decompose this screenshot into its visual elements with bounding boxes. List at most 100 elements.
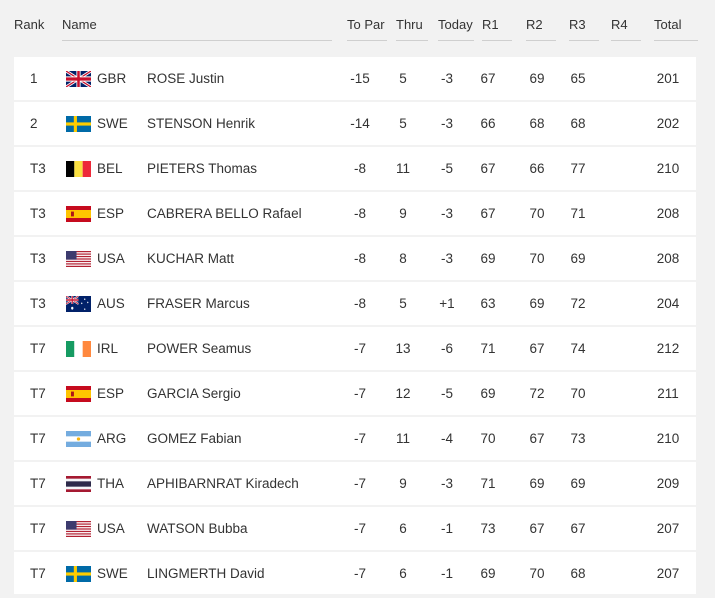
- player-name-cell[interactable]: KUCHAR Matt: [147, 251, 235, 266]
- today-cell: +1: [439, 296, 455, 311]
- thru-cell: 5: [399, 296, 407, 311]
- rank-cell: T7: [30, 476, 46, 491]
- header-rank[interactable]: Rank: [14, 17, 45, 32]
- r3-cell: 68: [570, 566, 586, 581]
- table-row[interactable]: T7 USA WATSON Bubba -7 6 -1 73 67 67 207: [14, 507, 696, 550]
- r3-cell: 70: [570, 386, 586, 401]
- r2-cell: 69: [529, 476, 545, 491]
- table-row[interactable]: T3 USA KUCHAR Matt -8 8 -3 69 70 69 208: [14, 237, 696, 280]
- country-code-cell: SWE: [97, 116, 128, 131]
- aus-flag-icon: [65, 295, 91, 312]
- r2-cell: 70: [529, 206, 545, 221]
- header-underline-r3: [569, 40, 599, 41]
- header-underline-total: [654, 40, 698, 41]
- table-row[interactable]: 2 SWE STENSON Henrik -14 5 -3 66 68 68 202: [14, 102, 696, 145]
- header-underline-r1: [482, 40, 512, 41]
- player-name-cell[interactable]: CABRERA BELLO Rafael: [147, 206, 302, 221]
- table-row[interactable]: T7 ARG GOMEZ Fabian -7 11 -4 70 67 73 210: [14, 417, 696, 460]
- today-cell: -1: [440, 566, 453, 581]
- player-name-cell[interactable]: GOMEZ Fabian: [147, 431, 242, 446]
- arg-flag-icon: [66, 431, 91, 447]
- header-underline-r2: [526, 40, 556, 41]
- country-code-cell: THA: [97, 476, 124, 491]
- country-code-cell: GBR: [97, 71, 127, 86]
- header-r1[interactable]: R1: [482, 17, 499, 32]
- r3-cell: 67: [570, 521, 586, 536]
- player-name-cell[interactable]: APHIBARNRAT Kiradech: [147, 476, 299, 491]
- r2-cell: 68: [529, 116, 545, 131]
- r2-cell: 69: [529, 296, 545, 311]
- r3-cell: 72: [570, 296, 586, 311]
- table-row[interactable]: 1 GBR ROSE Justin -15 5 -3 67 69 65 201: [14, 57, 696, 100]
- r2-cell: 69: [529, 71, 545, 86]
- header-r3[interactable]: R3: [569, 17, 586, 32]
- to-par-cell: -15: [350, 71, 370, 86]
- table-row[interactable]: T7 ESP GARCIA Sergio -7 12 -5 69 72 70 211: [14, 372, 696, 415]
- swe-flag-icon: [66, 566, 91, 582]
- player-name-cell[interactable]: LINGMERTH David: [147, 566, 265, 581]
- header-underline-thru: [396, 40, 428, 41]
- to-par-cell: -7: [353, 341, 366, 356]
- header-to-par[interactable]: To Par: [347, 17, 385, 32]
- rank-cell: T7: [30, 521, 46, 536]
- header-total[interactable]: Total: [654, 17, 682, 32]
- country-code-cell: ESP: [97, 206, 125, 221]
- to-par-cell: -8: [353, 206, 366, 221]
- r3-cell: 68: [570, 116, 586, 131]
- total-cell: 204: [656, 296, 680, 311]
- rank-cell: T7: [30, 386, 46, 401]
- table-row[interactable]: T7 THA APHIBARNRAT Kiradech -7 9 -3 71 69 69 209: [14, 462, 696, 505]
- thru-cell: 6: [399, 566, 407, 581]
- country-code-cell: AUS: [97, 296, 125, 311]
- table-row[interactable]: T3 AUS FRASER Marcus -8 5 +1 63 69 72 204: [14, 282, 696, 325]
- r2-cell: 66: [529, 161, 545, 176]
- thru-cell: 12: [395, 386, 411, 401]
- total-cell: 202: [656, 116, 680, 131]
- today-cell: -6: [440, 341, 453, 356]
- total-cell: 210: [656, 161, 680, 176]
- table-row[interactable]: T7 IRL POWER Seamus -7 13 -6 71 67 74 212: [14, 327, 696, 370]
- table-row[interactable]: T7 SWE LINGMERTH David -7 6 -1 69 70 68 207: [14, 552, 696, 594]
- r3-cell: 74: [570, 341, 586, 356]
- country-code-cell: SWE: [97, 566, 128, 581]
- to-par-cell: -7: [353, 476, 366, 491]
- table-row[interactable]: T3 ESP CABRERA BELLO Rafael -8 9 -3 67 70 71 208: [14, 192, 696, 235]
- header-r2[interactable]: R2: [526, 17, 543, 32]
- header-thru[interactable]: Thru: [396, 17, 423, 32]
- player-name-cell[interactable]: FRASER Marcus: [147, 296, 250, 311]
- player-name-cell[interactable]: PIETERS Thomas: [147, 161, 258, 176]
- country-code-cell: USA: [97, 251, 125, 266]
- player-name-cell[interactable]: GARCIA Sergio: [147, 386, 241, 401]
- today-cell: -3: [440, 206, 453, 221]
- r2-cell: 70: [529, 566, 545, 581]
- total-cell: 211: [657, 386, 679, 401]
- rank-cell: T7: [30, 341, 46, 356]
- gbr-flag-icon: [65, 69, 92, 89]
- player-name-cell[interactable]: POWER Seamus: [147, 341, 252, 356]
- r3-cell: 77: [570, 161, 586, 176]
- rank-cell: 2: [30, 116, 38, 131]
- usa-flag-icon: [66, 521, 91, 537]
- rank-cell: T3: [30, 251, 46, 266]
- bel-flag-icon: [66, 161, 91, 177]
- player-name-cell[interactable]: WATSON Bubba: [147, 521, 248, 536]
- today-cell: -3: [440, 251, 453, 266]
- player-name-cell[interactable]: ROSE Justin: [147, 71, 225, 86]
- to-par-cell: -14: [350, 116, 370, 131]
- country-code-cell: BEL: [97, 161, 123, 176]
- thru-cell: 6: [399, 521, 407, 536]
- table-row[interactable]: T3 BEL PIETERS Thomas -8 11 -5 67 66 77 210: [14, 147, 696, 190]
- header-name[interactable]: Name: [62, 17, 97, 32]
- header-today[interactable]: Today: [438, 17, 473, 32]
- swe-flag-icon: [66, 116, 91, 132]
- usa-flag-icon: [66, 251, 91, 267]
- r1-cell: 66: [480, 116, 496, 131]
- header-r4[interactable]: R4: [611, 17, 628, 32]
- today-cell: -3: [440, 71, 453, 86]
- r2-cell: 67: [529, 521, 545, 536]
- thru-cell: 9: [399, 206, 407, 221]
- to-par-cell: -8: [353, 161, 366, 176]
- player-name-cell[interactable]: STENSON Henrik: [147, 116, 256, 131]
- r2-cell: 67: [529, 341, 545, 356]
